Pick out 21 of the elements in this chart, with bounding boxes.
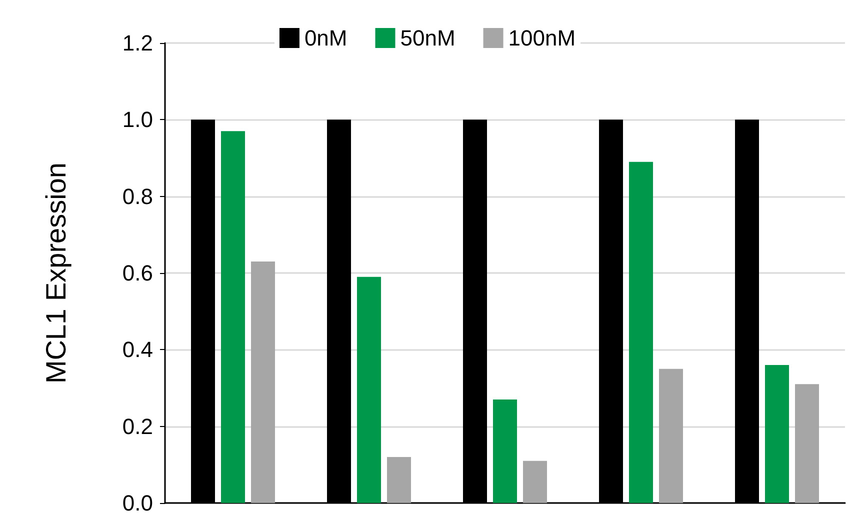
y-tick-label: 0.6 <box>122 260 153 286</box>
y-tick-label: 0.4 <box>122 337 153 362</box>
y-tick-label: 1.2 <box>122 30 153 56</box>
legend-label: 50nM <box>400 26 456 50</box>
bar <box>629 162 653 503</box>
y-tick-label: 0.8 <box>122 184 153 209</box>
legend-label: 0nM <box>304 26 348 50</box>
bar <box>523 460 547 503</box>
y-tick-label: 0.0 <box>122 490 153 516</box>
y-tick-label: 0.2 <box>122 414 153 439</box>
legend-label: 100nM <box>508 26 576 50</box>
bar <box>387 457 411 503</box>
bar <box>251 262 275 503</box>
bar <box>493 400 517 503</box>
bar <box>795 384 819 503</box>
bar <box>221 131 245 503</box>
bar <box>357 276 381 503</box>
y-tick-label: 1.0 <box>122 107 153 132</box>
y-axis-title: MCL1 Expression <box>40 162 72 384</box>
bar <box>659 368 683 503</box>
bar <box>765 365 789 503</box>
